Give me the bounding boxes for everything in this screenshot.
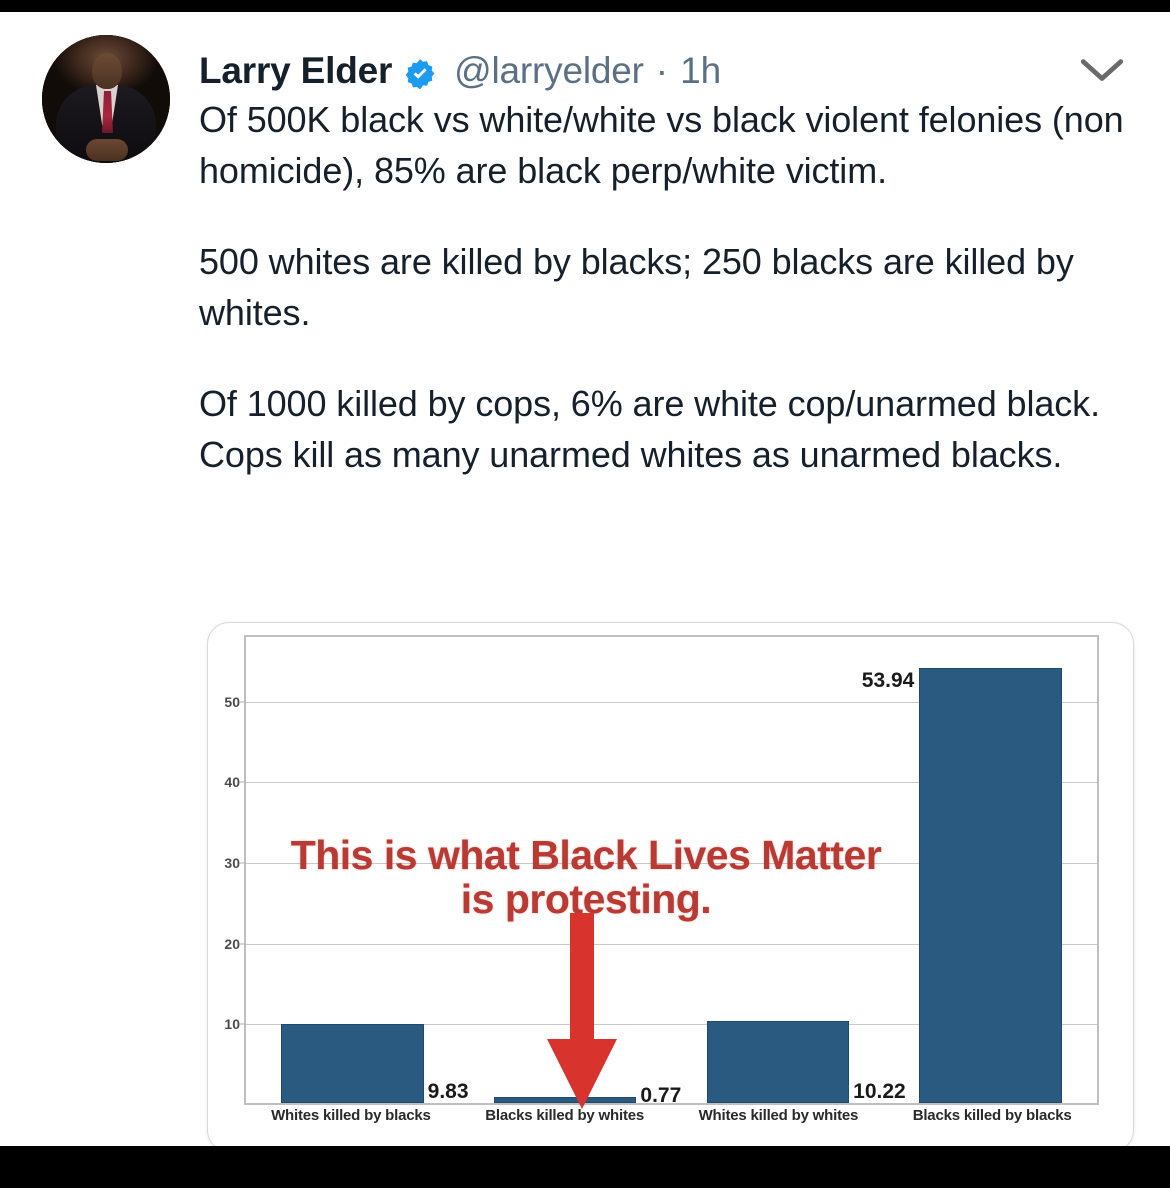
author-row: Larry Elder @larryelder · 1h [199,50,721,92]
y-axis-tick-label: 30 [224,854,240,871]
y-axis-tick-label: 10 [224,1016,240,1033]
avatar-head [92,53,122,89]
letterbox-bottom [0,1146,1170,1188]
bar-value-label: 10.22 [853,1080,906,1103]
gridline [246,701,1097,703]
gridline [246,862,1097,864]
tweet-paragraph-1: Of 500K black vs white/white vs black vi… [199,99,1124,191]
tweet-paragraph-3: Of 1000 killed by cops, 6% are white cop… [199,383,1100,475]
bar-slot: 10.22 [672,635,906,1103]
x-axis-category-label: Blacks killed by whites [485,1107,645,1124]
y-axis-tick-label: 20 [224,935,240,952]
avatar-hands [86,139,128,161]
separator-dot: · [655,50,669,91]
x-axis-labels: Whites killed by blacks Blacks killed by … [244,1107,1099,1124]
y-axis-tick-mark [239,943,246,945]
bar: 0.77 [493,1085,681,1106]
x-axis-line [246,1103,1097,1105]
bar-group: 9.83 0.77 10.22 53.94 [246,635,1097,1106]
display-name[interactable]: Larry Elder [199,50,393,91]
bar: 10.22 [706,1020,906,1103]
x-axis-category-label: Blacks killed by blacks [912,1107,1072,1124]
verified-badge-icon [404,57,436,90]
bar-value-label: 53.94 [861,668,915,692]
y-axis-tick-label: 40 [224,774,240,791]
y-axis-tick-mark [239,862,246,864]
plot-area: 10 20 30 40 50 9.83 0.77 10.22 53.94 This is wh… [224,635,1099,1109]
bar-slot: 9.83 [246,635,469,1103]
bar-slot: 53.94 [862,635,1097,1103]
tweet-header: Larry Elder @larryelder · 1h [0,12,1170,163]
y-axis-tick-mark [239,781,246,783]
letterbox-top [0,0,1170,12]
chart-media-card[interactable]: 10 20 30 40 50 9.83 0.77 10.22 53.94 This is wh… [207,622,1134,1152]
x-axis-category-label: Whites killed by blacks [271,1107,431,1124]
y-axis-tick-mark [239,701,246,703]
chevron-down-icon[interactable] [1078,56,1126,86]
tweet-card: Larry Elder @larryelder · 1h Of 500 [0,12,1170,1152]
gridline [246,943,1097,945]
bar: 53.94 [862,667,1062,1103]
tweet-paragraph-2: 500 whites are killed by blacks; 250 bla… [199,241,1074,333]
x-axis-category-label: Whites killed by whites [698,1107,859,1124]
y-axis-tick-label: 50 [224,693,240,710]
bar-slot: 0.77 [459,635,681,1106]
bar-chart: 10 20 30 40 50 9.83 0.77 10.22 53.94 This is wh… [224,635,1099,1124]
avatar[interactable] [42,35,170,163]
avatar-tie [102,91,113,133]
gridline [246,1024,1097,1026]
bar: 9.83 [281,1023,469,1103]
bar-value-label: 9.83 [427,1080,469,1103]
tweet-body: Of 500K black vs white/white vs black vi… [199,94,1129,480]
author-handle[interactable]: @larryelder [454,50,644,91]
bar-value-label: 0.77 [640,1084,682,1107]
timestamp[interactable]: 1h [680,50,722,91]
gridline [246,782,1097,784]
y-axis-tick-mark [239,1023,246,1025]
